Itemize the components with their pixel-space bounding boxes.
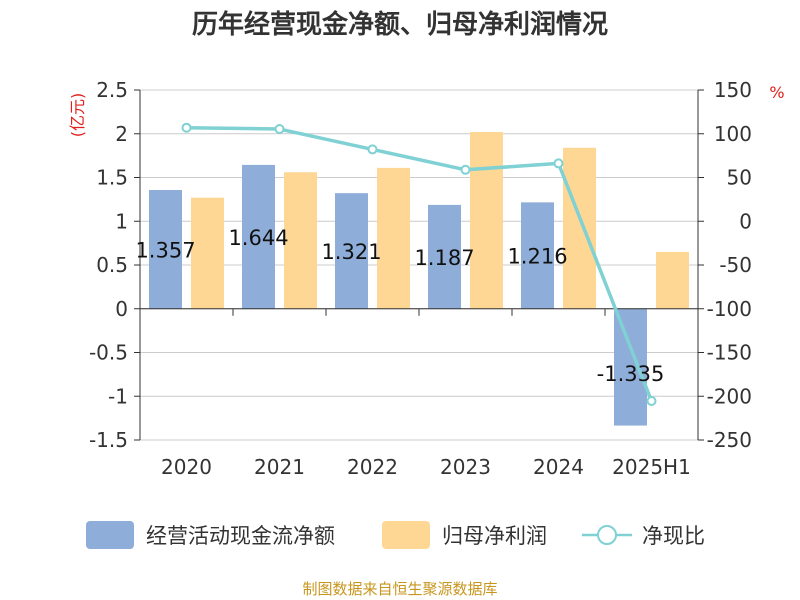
left-tick-label: 1.5 [96,166,128,190]
x-tick-label: 2023 [440,455,491,479]
cash-flow-value-label: 1.216 [507,245,567,269]
legend-label-cash-flow: 经营活动现金流净额 [146,524,335,548]
right-tick-label: -150 [707,341,752,365]
net-profit-bar [656,251,689,309]
right-axis-unit: % [769,83,784,102]
x-tick-label: 2020 [161,455,212,479]
ratio-point [181,122,192,133]
right-tick-label: 0 [739,209,752,233]
left-tick-label: 2.5 [96,78,128,102]
cash-flow-bar [149,190,182,309]
right-tick-label: -50 [719,253,752,277]
left-tick-label: 1 [115,209,128,233]
source-note: 制图数据来自恒生聚源数据库 [302,580,497,598]
left-tick-label: -0.5 [89,341,128,365]
cash-flow-value-label: -1.335 [597,362,665,386]
cash-flow-bar [614,308,647,426]
left-tick-label: 2 [115,122,128,146]
left-axis-unit: (亿元) [68,93,87,138]
cash-flow-value-label: 1.357 [135,238,195,262]
cash-flow-value-label: 1.187 [414,246,474,270]
cash-flow-bar [428,204,461,309]
bar-labels: 1.357 1.644 1.321 1.187 1.216 -1.335 [135,226,664,386]
left-tick-label: -1 [108,384,128,408]
right-tick-label: -200 [707,384,752,408]
net-profit-bar [377,167,410,309]
cash-flow-bar [521,202,554,309]
bars [149,132,689,426]
cash-flow-value-label: 1.321 [321,240,381,264]
left-tick-label: 0.5 [96,253,128,277]
net-profit-bar [284,172,317,309]
legend-swatch-net-profit [382,521,430,549]
net-profit-bar [191,197,224,309]
right-tick-label: 150 [714,78,752,102]
cash-flow-value-label: 1.644 [228,226,288,250]
legend-label-ratio: 净现比 [642,524,705,548]
cash-flow-bar [335,193,368,309]
ratio-point [553,158,564,169]
left-tick-label: -1.5 [89,428,128,452]
net-profit-bar [470,132,503,309]
legend: 经营活动现金流净额 归母净利润 净现比 [86,521,705,549]
left-tick-label: 0 [115,297,128,321]
legend-marker-ratio [597,525,617,545]
x-tick-label: 2024 [533,455,584,479]
right-tick-label: 100 [714,122,752,146]
right-tick-label: 50 [727,166,752,190]
ratio-point [646,395,657,406]
ratio-point [460,164,471,175]
x-tick-label: 2022 [347,455,398,479]
ratio-point [367,144,378,155]
chart-title: 历年经营现金净额、归母净利润情况 [192,9,608,40]
axes: 2.5 2 1.5 1 0.5 0 -0.5 -1 -1.5 150 100 50 0 -50 -100 -1… [89,78,752,479]
cash-flow-bar [242,164,275,309]
legend-swatch-cash-flow [86,521,134,549]
ratio-line [181,122,657,406]
x-tick-label: 2025H1 [612,455,691,479]
right-tick-label: -250 [707,428,752,452]
x-tick-label: 2021 [254,455,305,479]
legend-label-net-profit: 归母净利润 [442,524,547,548]
ratio-point [274,124,285,135]
net-profit-bar [563,147,596,309]
ratio-polyline [186,125,654,402]
right-tick-label: -100 [707,297,752,321]
